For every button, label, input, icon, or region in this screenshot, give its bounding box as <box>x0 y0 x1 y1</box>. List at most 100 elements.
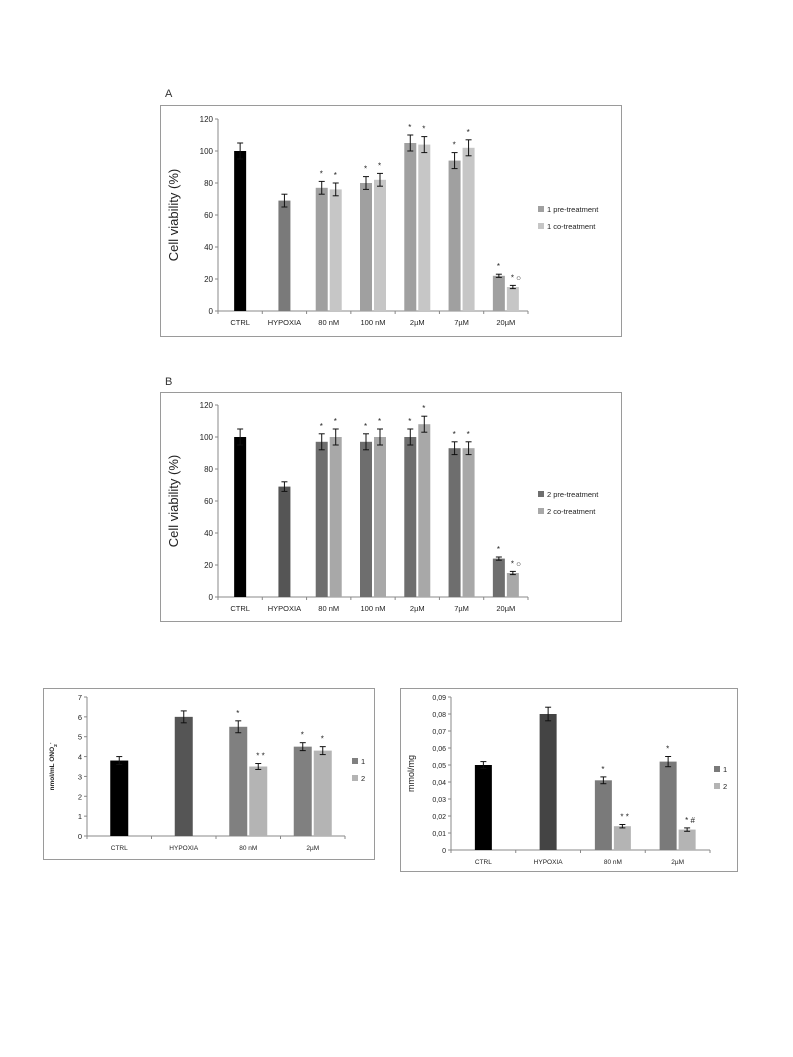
significance-mark: * ○ <box>511 559 521 568</box>
legend-swatch <box>538 491 544 497</box>
legend-label: 2 <box>361 774 365 783</box>
y-axis-label: Cell viability (%) <box>166 455 181 547</box>
bar <box>539 714 557 850</box>
panel-a-letter: A <box>165 88 173 100</box>
y-axis-label: Cell viability (%) <box>166 169 181 261</box>
bar <box>315 187 328 311</box>
y-tick-label: 4 <box>78 753 82 762</box>
bar <box>659 761 677 850</box>
x-tick-label: HYPOXIA <box>268 604 301 613</box>
y-tick-label: 0 <box>209 307 214 316</box>
significance-mark: * <box>378 161 381 170</box>
legend-swatch <box>714 783 720 789</box>
y-tick-label: 100 <box>200 147 214 156</box>
y-tick-label: 0,05 <box>432 763 446 770</box>
bar <box>278 486 291 597</box>
significance-mark: * <box>422 404 425 413</box>
significance-mark: * <box>320 422 323 431</box>
y-tick-label: 60 <box>204 211 213 220</box>
x-tick-label: 7µM <box>454 318 469 327</box>
bar <box>506 573 519 597</box>
y-tick-label: 0,03 <box>432 797 446 804</box>
significance-mark: * <box>467 128 470 137</box>
significance-mark: * <box>601 765 604 774</box>
bar <box>462 147 475 311</box>
y-tick-label: 0 <box>442 848 446 855</box>
significance-mark: * <box>236 709 239 718</box>
legend-swatch <box>714 766 720 772</box>
significance-mark: * <box>666 745 669 754</box>
legend-swatch <box>352 758 358 764</box>
y-tick-label: 0,04 <box>432 780 446 787</box>
significance-mark: * <box>497 262 500 271</box>
x-tick-label: 2µM <box>410 604 425 613</box>
x-tick-label: CTRL <box>111 845 128 852</box>
bar <box>110 760 129 836</box>
y-tick-label: 80 <box>204 465 213 474</box>
bar <box>293 746 312 836</box>
y-tick-label: 20 <box>204 275 213 284</box>
x-tick-label: 2µM <box>671 859 684 866</box>
y-tick-label: 0,09 <box>432 695 446 702</box>
bar <box>448 160 461 311</box>
y-tick-label: 0 <box>209 593 214 602</box>
legend-swatch <box>352 775 358 781</box>
y-tick-label: 120 <box>200 115 214 124</box>
legend-swatch <box>538 223 544 229</box>
y-tick-label: 0,08 <box>432 712 446 719</box>
significance-mark: * * <box>256 752 264 761</box>
x-tick-label: 80 nM <box>239 845 257 852</box>
y-tick-label: 7 <box>78 693 82 702</box>
significance-mark: * <box>321 735 324 744</box>
x-tick-label: 80 nM <box>318 604 339 613</box>
y-tick-label: 80 <box>204 179 213 188</box>
x-tick-label: 20µM <box>496 604 515 613</box>
bar <box>418 144 431 311</box>
y-tick-label: 120 <box>200 401 214 410</box>
legend-label: 1 co-treatment <box>547 222 596 231</box>
legend-label: 2 pre-treatment <box>547 490 599 499</box>
significance-mark: * # <box>685 816 695 825</box>
y-tick-label: 0,06 <box>432 746 446 753</box>
legend-swatch <box>538 206 544 212</box>
bar <box>418 424 431 597</box>
bar <box>678 829 696 850</box>
bar <box>360 183 372 311</box>
x-tick-label: 80 nM <box>318 318 339 327</box>
significance-mark: * <box>453 141 456 150</box>
y-tick-label: 1 <box>78 812 82 821</box>
bar <box>234 151 247 311</box>
x-tick-label: CTRL <box>230 604 250 613</box>
significance-mark: * * <box>620 813 628 822</box>
bar <box>448 448 461 597</box>
legend-swatch <box>538 508 544 514</box>
x-tick-label: CTRL <box>475 859 492 866</box>
panel-b-letter: B <box>165 376 173 388</box>
bar <box>374 179 386 311</box>
significance-mark: * <box>453 430 456 439</box>
y-tick-label: 60 <box>204 497 213 506</box>
x-tick-label: 20µM <box>496 318 515 327</box>
significance-mark: * <box>408 123 411 132</box>
x-tick-label: 100 nM <box>360 604 385 613</box>
x-tick-label: 7µM <box>454 604 469 613</box>
significance-mark: * <box>364 422 367 431</box>
legend-label: 2 <box>723 782 727 791</box>
y-tick-label: 0,01 <box>432 831 446 838</box>
y-tick-label: 40 <box>204 243 213 252</box>
bar <box>492 275 505 311</box>
significance-mark: * ○ <box>511 273 521 282</box>
bar <box>492 558 505 597</box>
x-tick-label: 100 nM <box>360 318 385 327</box>
y-tick-label: 40 <box>204 529 213 538</box>
bar <box>594 780 612 850</box>
significance-mark: * <box>422 125 425 134</box>
bar <box>506 287 519 311</box>
x-tick-label: 2µM <box>410 318 425 327</box>
y-tick-label: 2 <box>78 792 82 801</box>
y-tick-label: 3 <box>78 772 82 781</box>
x-tick-label: 80 nM <box>604 859 622 866</box>
